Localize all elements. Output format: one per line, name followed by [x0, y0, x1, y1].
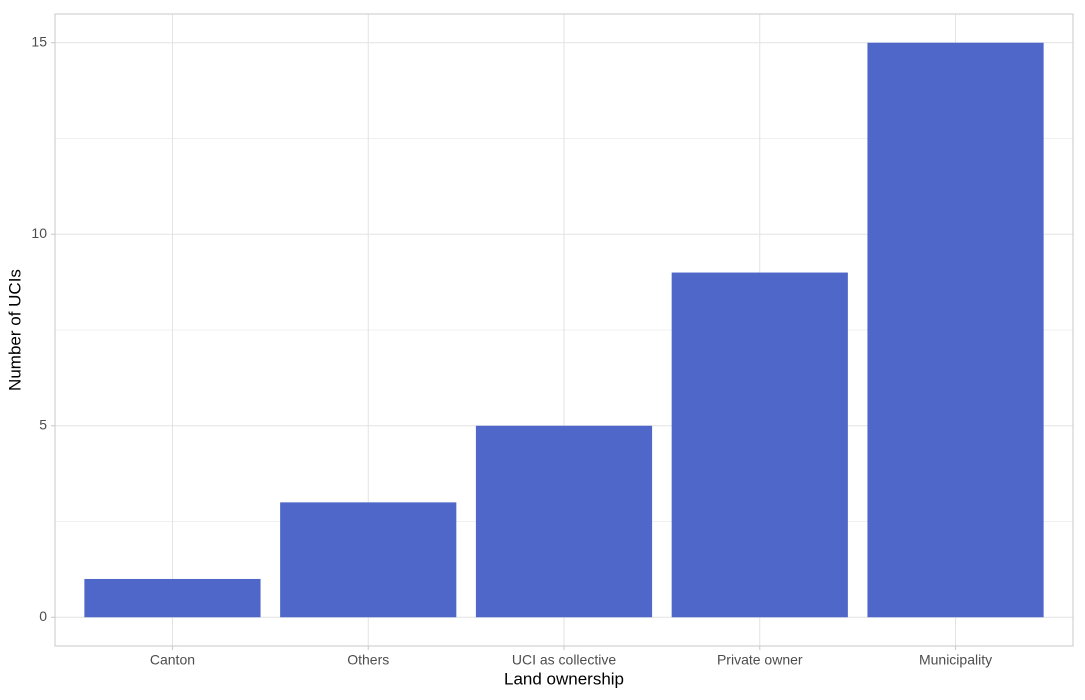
y-axis-title: Number of UCIs — [5, 269, 24, 391]
y-tick-label: 5 — [39, 416, 47, 432]
x-tick-label: UCI as collective — [512, 652, 616, 668]
bar — [867, 42, 1044, 618]
x-tick-label: Private owner — [717, 652, 803, 668]
x-tick-label: Municipality — [919, 652, 992, 668]
y-tick-label: 10 — [31, 225, 47, 241]
bar — [280, 502, 457, 618]
bar — [84, 578, 261, 618]
bar — [671, 272, 848, 618]
x-tick-label: Canton — [150, 652, 195, 668]
x-tick-label: Others — [347, 652, 389, 668]
bar — [475, 425, 653, 618]
y-tick-label: 15 — [31, 33, 47, 49]
panel-border — [54, 13, 1074, 647]
y-tick-label: 0 — [39, 608, 47, 624]
x-axis-title: Land ownership — [504, 669, 624, 688]
